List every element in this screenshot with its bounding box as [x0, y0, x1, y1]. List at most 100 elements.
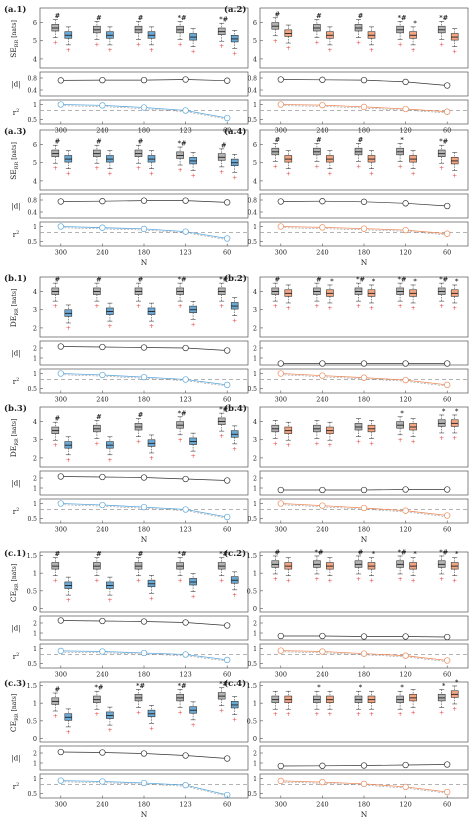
panel-b2-r2-point [402, 376, 409, 384]
panel-b1-r2-point [99, 371, 106, 379]
panel-c1-r2-ytick-label: 0.5 [27, 661, 37, 668]
ylabel-main: SE [9, 169, 18, 180]
panel-a3-r2-frame [39, 221, 249, 247]
panel-c3-sig-mark-gray: *# [94, 684, 103, 692]
panel-b3-label: (b.3) [4, 403, 27, 414]
panel-c4-sig-mark-color: * [455, 678, 459, 686]
panel-b1-xtick-label: 123 [179, 396, 191, 404]
panel-b3-d-frame [39, 470, 249, 496]
panel-c3-xtick-label: 180 [138, 801, 150, 809]
panel-a3-r2-ylabel: r2 [13, 230, 20, 239]
panel-c1-r2-ylabel: r2 [13, 652, 20, 661]
panel-a4-d-point [444, 202, 451, 210]
panel-c2-r2-point [277, 647, 284, 654]
panel-c1-d-frame [39, 615, 249, 641]
panel-a2-box-frame [259, 7, 469, 69]
panel-b4-label: (b.4) [224, 403, 247, 414]
panel-a1-sig-mark-gray: # [96, 14, 101, 22]
panel-a2-xtick-label: 180 [358, 127, 370, 135]
panel-c1-outlier-gray: + [53, 578, 58, 585]
panel-a3-r2-ytick-label: 0.5 [27, 239, 37, 246]
panel-b2-outlier-gray: + [398, 303, 403, 310]
panel-a1-r2-ylabel: r2 [13, 108, 20, 117]
panel-b2-sig-mark-gray: *# [398, 276, 407, 284]
panel-b3-r2-ytick-label: 0.5 [27, 516, 37, 523]
panel-b1-label: (b.1) [4, 273, 27, 284]
panel-a1-outlier-gray: + [94, 41, 99, 48]
panel-a4-d-ytick-label: 0.4 [247, 209, 257, 216]
panel-a1-box-ytick-label: 5 [33, 37, 37, 45]
panel-a1-outlier-color: + [107, 47, 112, 54]
panel-a1-d-ytick-label: 0.8 [27, 75, 37, 82]
panel-b1-outlier-gray: + [53, 303, 58, 310]
panel-b4-sig-mark-gray: * [400, 409, 404, 417]
panel-b2-outlier-color: + [369, 305, 374, 312]
panel-b1-box-ytick-label: 4 [33, 288, 37, 296]
panel-a3-xlabel: N [141, 258, 148, 267]
panel-a3-r2-point [224, 235, 231, 242]
panel-a2-sig-mark-color: * [413, 19, 417, 27]
panel-c1-sig-mark-gray: # [96, 550, 101, 558]
panel-c1-outlier-color: + [232, 592, 237, 599]
panel-c4-box-ytick-label: 1.5 [247, 682, 257, 690]
panel-b2-box-frame [259, 276, 469, 338]
panel-b4-xtick-label: 120 [399, 526, 411, 534]
panel-c1-outlier-gray: + [136, 578, 141, 585]
panel-b3-box-ytick-label: 3 [33, 436, 37, 444]
panel-a1-box-ytick-label: 4 [33, 55, 37, 63]
panel-a1-label: (a.1) [4, 4, 26, 15]
ylabel-unit: [nats] [11, 20, 18, 40]
panel-b2-xtick-label: 300 [275, 396, 287, 404]
panel-c2-box-frame [259, 551, 469, 613]
r2-superscript: 2 [16, 782, 19, 788]
panel-a4-r2-ytick-label: 1 [253, 224, 257, 231]
ylabel-sub: RR [14, 583, 20, 591]
panel-b3-sig-mark-gray: # [96, 413, 101, 421]
panel-a1-r2-point [140, 104, 148, 111]
panel-b1-outlier-color: + [149, 323, 154, 330]
panel-a3-outlier-color: + [66, 171, 71, 178]
panel-c2-xtick-label: 180 [358, 671, 370, 679]
panel-c1-outlier-color: + [191, 594, 196, 601]
panel-c3-outlier-gray: + [178, 709, 183, 716]
panel-b3-outlier-gray: + [53, 442, 58, 449]
panel-a1-sig-mark-gray: # [55, 12, 60, 20]
r2-superscript: 2 [16, 652, 19, 658]
panel-c2-d-point [319, 632, 326, 640]
panel-c3-outlier-gray: + [53, 713, 58, 720]
panel-c3-r2-point [57, 777, 64, 784]
panel-c3-sig-mark-gray: # [55, 686, 60, 694]
panel-a1-d-ytick-label: 0.4 [27, 87, 37, 94]
panel-a4-d-point [402, 200, 409, 207]
panel-c2-d-ytick-label: 2 [253, 620, 257, 627]
ylabel-unit: [nats] [11, 142, 18, 162]
panel-a3-xtick-label: 60 [223, 249, 231, 257]
panel-a4-box-frame [259, 129, 469, 191]
ylabel-sub: RR [14, 161, 20, 169]
panel-c1-r2-ytick-label: 1 [33, 646, 37, 653]
panel-c1-sig-mark-gray: # [55, 550, 60, 558]
panel-b4-outlier-color: + [411, 439, 416, 446]
panel-c1-outlier-color: + [66, 597, 71, 604]
panel-b3-d-point [182, 475, 189, 483]
panel-c3-xtick-label: 300 [55, 801, 67, 809]
panel-c2-r2-point [444, 657, 451, 664]
panel-c1-outlier-color: + [107, 597, 112, 604]
panel-c2-d-point [444, 633, 451, 641]
panel-b2-d-point [277, 360, 284, 367]
panel-a4-xlabel: N [361, 258, 368, 267]
panel-b4-d-point [277, 486, 284, 494]
panel-a2-r2-point [402, 105, 409, 113]
panel-a3-xtick-label: 240 [96, 249, 108, 257]
panel-c2-outlier-color: + [452, 578, 457, 585]
panel-b3-sig-mark-gray: # [55, 415, 60, 423]
panel-a2-outlier-gray: + [273, 38, 278, 45]
panel-b2-box-ytick-label: 4 [253, 288, 257, 296]
panel-c1-outlier-gray: + [178, 578, 183, 585]
panel-b4-box-ytick-label: 2 [253, 454, 257, 462]
ylabel-unit: [nats] [11, 564, 18, 584]
panel-b4-outlier-gray: + [356, 439, 361, 446]
panel-a3-sig-mark-gray: # [221, 141, 226, 149]
panel-c4-d-point [402, 761, 409, 769]
panel-c3-outlier-color: + [149, 725, 154, 732]
